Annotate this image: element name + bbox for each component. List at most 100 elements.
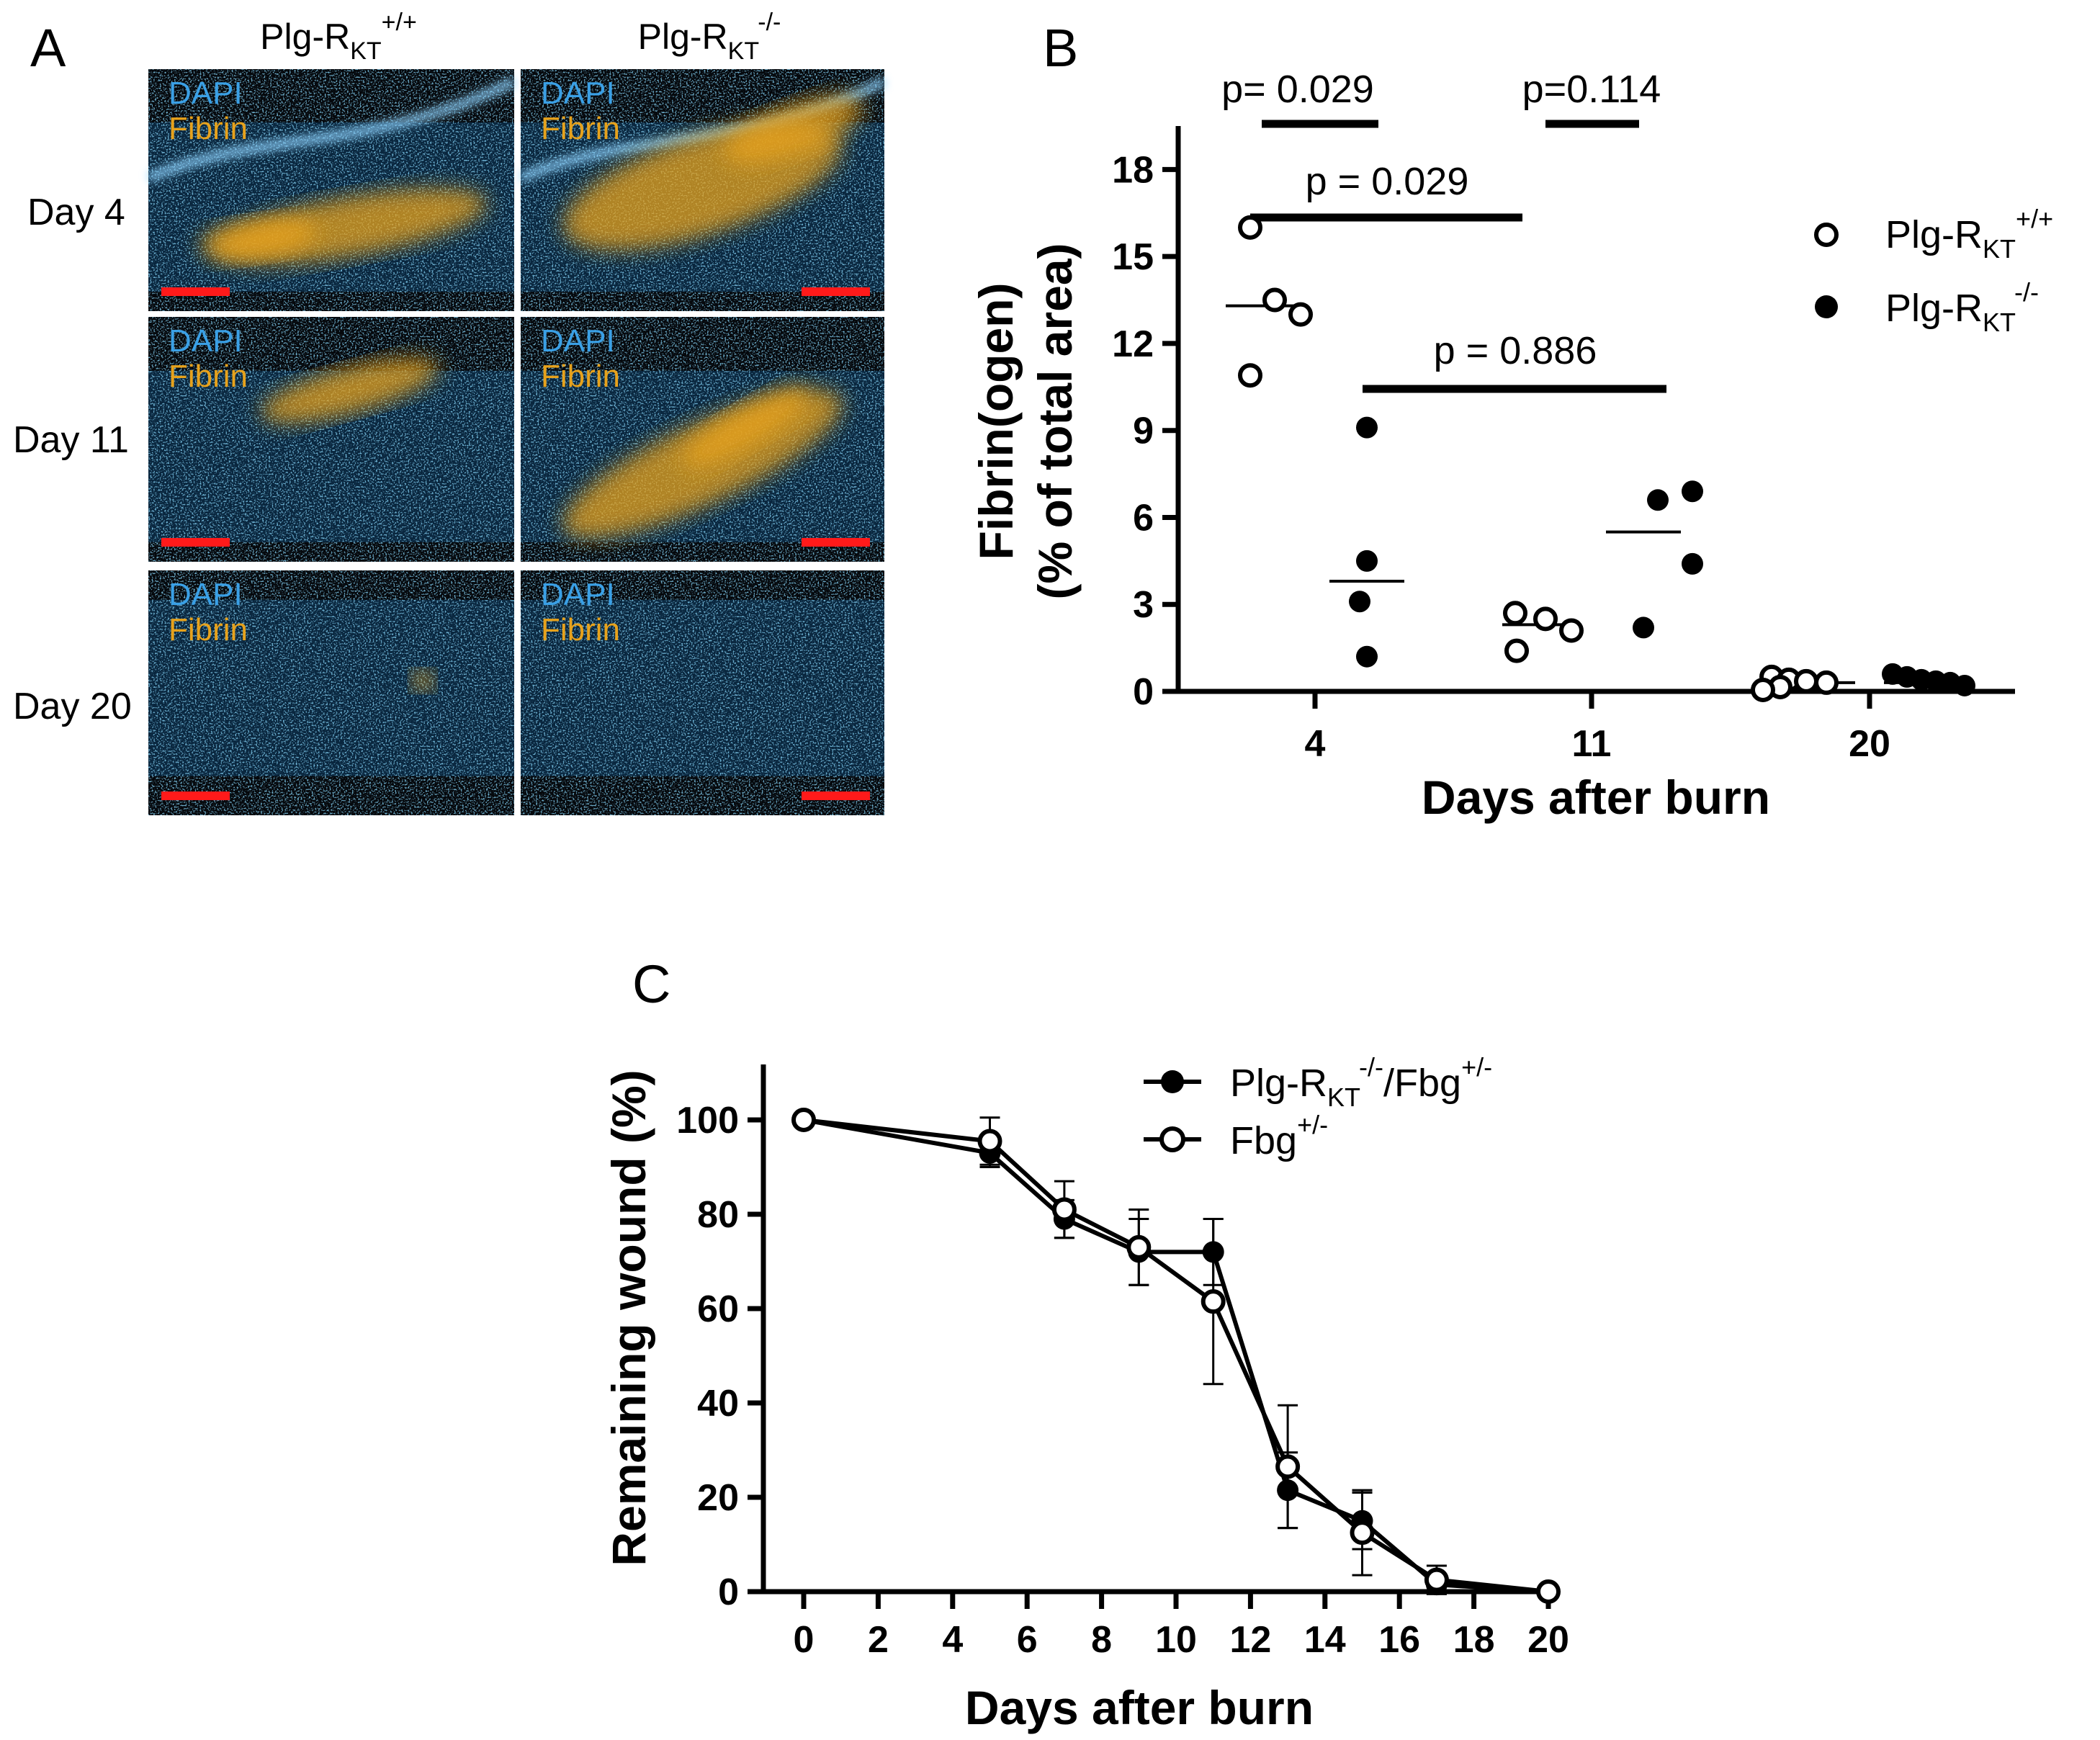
chart-b-point-knockout [1633,616,1654,639]
chart-b-y-axis-title-line2: (% of total area) [1028,243,1082,599]
scale-bar [161,791,230,800]
chart-c-point-knockout [1277,1479,1299,1502]
fibrin-stain [682,387,810,467]
chart-b-y-tick-label: 3 [1133,584,1154,626]
chart-b-y-tick-label: 15 [1112,236,1154,278]
legend-b-label-knockout: Plg-RKT-/- [1885,277,2039,337]
scale-bar [161,287,230,296]
legend-c-marker-fbg [1159,1126,1185,1152]
chart-b-point-knockout [1356,416,1378,439]
chart-b-x-tick-label: 4 [1305,723,1326,765]
chart-b-point-knockout [1647,489,1669,511]
chart-b-point-wild-type [1238,215,1262,240]
chart-b-significance-bars: p= 0.029 p=0.114 p = 0.029 p = 0.886 [1221,68,1666,393]
stain-label-fibrin: Fibrin [169,359,248,394]
chart-b-points [1238,215,1975,702]
stain-label-fibrin: Fibrin [169,612,248,647]
stain-label-dapi: DAPI [169,323,243,359]
chart-b-point-knockout [1349,591,1370,613]
chart-c-series [791,1108,1561,1604]
legend-c-marker-knockout [1161,1070,1184,1093]
chart-b-point-wild-type [1751,677,1775,702]
chart-b-point-wild-type [1262,287,1287,313]
legend-b-label-wild-type: Plg-RKT+/+ [1885,204,2053,264]
nuclei-texture [148,570,514,815]
chart-c-x-tick-label: 14 [1304,1619,1346,1661]
stain-label-dapi: DAPI [169,577,243,612]
stain-label-fibrin: Fibrin [169,111,248,146]
chart-c-point-fbg [1536,1579,1561,1604]
chart-b-y-tick-label: 9 [1133,411,1154,452]
chart-c-point-knockout [1202,1241,1224,1263]
chart-b-y-axis-title-line1: Fibrin(ogen) [969,283,1023,560]
stain-label-fibrin: Fibrin [541,359,620,394]
fibrin-stain [411,671,434,691]
chart-c-x-tick-label: 18 [1453,1619,1495,1661]
scale-bar [802,538,870,547]
chart-c-x-tick-label: 6 [1017,1619,1038,1661]
chart-c-point-fbg [1350,1520,1375,1546]
chart-b-x-tick-label: 20 [1849,723,1890,765]
chart-b-legend: Plg-RKT+/+ Plg-RKT-/- [1814,204,2053,337]
chart-c-point-fbg [1275,1454,1301,1479]
chart-c-y-axis-title: Remaining wound (%) [602,1069,655,1566]
legend-b-marker-wild-type [1814,223,1839,247]
chart-c-line-fbg [803,1118,1549,1594]
panel-a: A Plg-RKT+/+ Plg-RKT-/- Day 4 Day 11 Day… [13,9,887,815]
chart-c-x-tick-label: 4 [942,1619,963,1661]
stain-label-dapi: DAPI [169,76,243,111]
panel-b-letter: B [1043,18,1078,78]
chart-b-point-knockout [1682,480,1703,503]
chart-b-p-value: p = 0.886 [1434,329,1597,372]
scale-bar [802,287,870,296]
chart-b-point-knockout [1356,550,1378,572]
panel-a-letter: A [30,18,66,78]
chart-b-point-wild-type [1288,302,1313,327]
legend-c-label-knockout: Plg-RKT-/-/Fbg+/- [1230,1052,1492,1112]
micrograph-grid: DAPIFibrinDAPIFibrinDAPIFibrinDAPIFibrin… [146,69,887,815]
chart-b-point-knockout [1356,645,1378,668]
chart-c-x-tick-label: 20 [1527,1619,1569,1661]
chart-c-point-fbg [1201,1289,1226,1314]
chart-c-point-fbg [1424,1567,1449,1592]
group-header-knockout: Plg-RKT-/- [638,9,781,65]
scale-bar [161,538,230,547]
panel-b: B 0 3 6 9 12 15 18 4 11 20 Days after burn Fibrin… [969,18,2053,824]
chart-b-point-wild-type [1794,668,1818,694]
chart-c-y-tick-label: 0 [718,1571,739,1613]
fibrin-stain [199,218,316,260]
chart-b-point-knockout [1954,674,1975,696]
chart-c-x-tick-label: 16 [1378,1619,1420,1661]
chart-c-y-tick-label: 20 [697,1477,739,1519]
chart-b-p-value: p=0.114 [1522,68,1661,111]
stain-label-dapi: DAPI [541,577,615,612]
chart-c-tick-labels: 0 20 40 60 80 100 0 2 4 6 8 10 12 14 16 18 20 [676,1100,1569,1661]
chart-c-x-tick-label: 0 [794,1619,815,1661]
chart-c-y-tick-label: 40 [697,1383,739,1425]
chart-c-axes [748,1064,1556,1609]
chart-b-point-wild-type [1238,363,1262,388]
stain-label-dapi: DAPI [541,323,615,359]
chart-c-x-axis-title: Days after burn [965,1681,1314,1734]
chart-c-y-tick-label: 100 [676,1100,739,1142]
fibrin-stain [724,96,863,163]
chart-c-point-fbg [1126,1234,1152,1260]
chart-b-p-value: p= 0.029 [1221,68,1374,111]
group-header-wild-type: Plg-RKT+/+ [260,9,417,65]
chart-b-point-wild-type [1814,670,1839,695]
legend-c-label-fbg: Fbg+/- [1230,1110,1328,1162]
chart-c-x-tick-label: 2 [868,1619,889,1661]
panel-c-letter: C [632,954,670,1014]
chart-b-y-tick-label: 0 [1133,671,1154,713]
row-label-day-11: Day 11 [13,419,129,461]
scale-bar [802,791,870,800]
chart-c-y-tick-label: 80 [697,1194,739,1236]
nuclei-texture [148,317,514,562]
chart-c-legend: Plg-RKT-/-/Fbg+/- Fbg+/- [1144,1052,1492,1162]
